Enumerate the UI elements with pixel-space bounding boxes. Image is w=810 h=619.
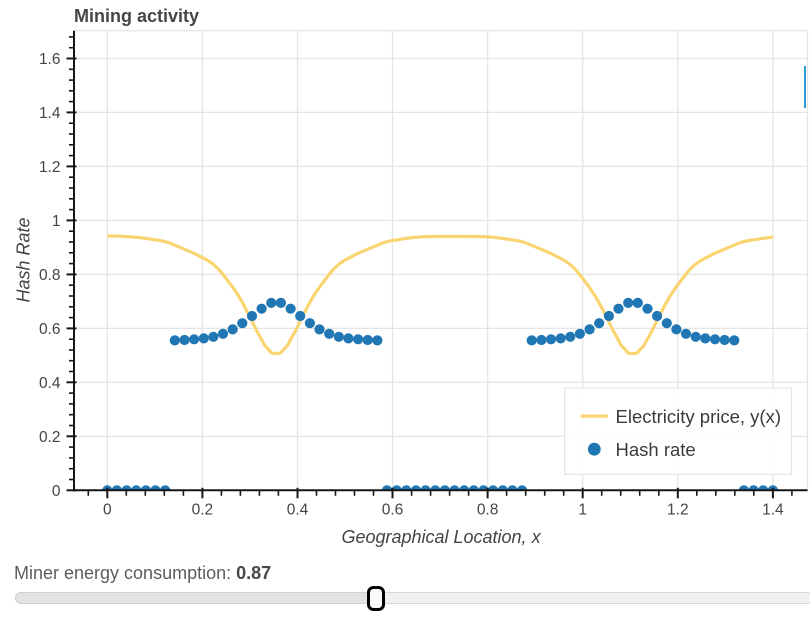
svg-text:1.2: 1.2 bbox=[667, 501, 689, 518]
svg-text:Geographical Location, x: Geographical Location, x bbox=[341, 527, 541, 547]
svg-text:0.8: 0.8 bbox=[477, 501, 499, 518]
svg-text:1.2: 1.2 bbox=[39, 159, 61, 176]
svg-text:0: 0 bbox=[52, 483, 61, 500]
svg-text:1.4: 1.4 bbox=[39, 105, 61, 122]
svg-text:Electricity price, y(x): Electricity price, y(x) bbox=[616, 406, 782, 427]
svg-text:0.8: 0.8 bbox=[39, 267, 61, 284]
svg-text:0.4: 0.4 bbox=[39, 375, 61, 392]
svg-text:0.6: 0.6 bbox=[382, 501, 404, 518]
svg-text:1: 1 bbox=[578, 501, 587, 518]
svg-text:1.4: 1.4 bbox=[762, 501, 784, 518]
svg-text:1: 1 bbox=[52, 213, 61, 230]
svg-text:0.4: 0.4 bbox=[287, 501, 309, 518]
svg-text:Hash rate: Hash rate bbox=[616, 439, 696, 460]
svg-text:Hash Rate: Hash Rate bbox=[14, 217, 34, 302]
svg-text:0.2: 0.2 bbox=[39, 429, 61, 446]
svg-text:0.6: 0.6 bbox=[39, 321, 61, 338]
svg-text:0: 0 bbox=[103, 501, 112, 518]
svg-text:0.2: 0.2 bbox=[192, 501, 214, 518]
svg-text:1.6: 1.6 bbox=[39, 51, 61, 68]
svg-text:Mining activity: Mining activity bbox=[74, 6, 199, 26]
